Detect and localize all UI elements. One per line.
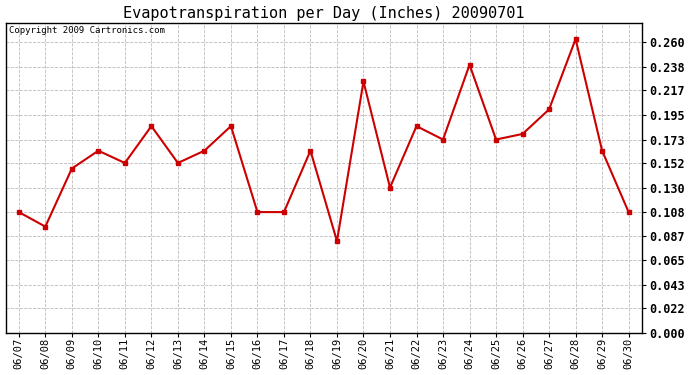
Title: Evapotranspiration per Day (Inches) 20090701: Evapotranspiration per Day (Inches) 2009… — [123, 6, 524, 21]
Text: Copyright 2009 Cartronics.com: Copyright 2009 Cartronics.com — [9, 26, 165, 35]
